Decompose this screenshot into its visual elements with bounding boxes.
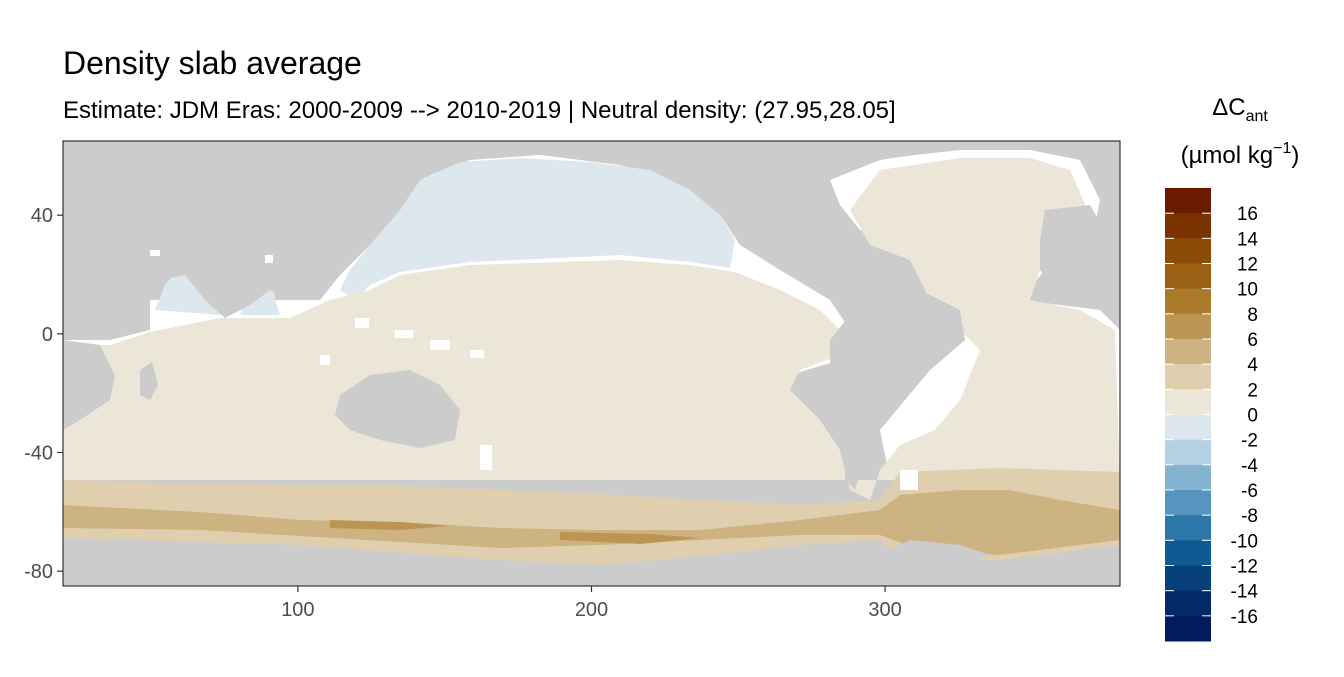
legend-bin bbox=[1165, 389, 1211, 415]
legend-units-main: (µmol kg bbox=[1181, 142, 1274, 169]
x-tick-label: 300 bbox=[868, 599, 901, 621]
legend-bin bbox=[1165, 515, 1211, 541]
legend-bin bbox=[1165, 188, 1211, 214]
madagascar-land bbox=[140, 362, 158, 400]
legend-bin bbox=[1165, 464, 1211, 491]
legend-bin bbox=[1165, 590, 1211, 617]
legend-label: -2 bbox=[1241, 431, 1258, 452]
legend-labels: 16 14 12 10 8 6 4 2 0 -2 -4 -6 -8 -10 -12 -14 -16 bbox=[1165, 204, 1258, 628]
legend-bin bbox=[1165, 263, 1211, 290]
legend-units-sup: −1 bbox=[1273, 140, 1291, 157]
legend-bin bbox=[1165, 439, 1211, 466]
antarctic-peninsula-land bbox=[880, 540, 990, 565]
legend-label: 8 bbox=[1247, 305, 1258, 326]
legend-bin bbox=[1165, 288, 1211, 315]
legend-label: -4 bbox=[1241, 456, 1258, 477]
eurasia-africa-land bbox=[63, 141, 410, 330]
legend-label: 16 bbox=[1237, 204, 1258, 225]
legend-label: 14 bbox=[1237, 229, 1259, 250]
slab-field-low bbox=[63, 158, 1120, 500]
legend-label: -8 bbox=[1241, 506, 1258, 527]
y-tick-label: 40 bbox=[31, 205, 53, 227]
legend-units: (µmol kg−1) bbox=[1181, 140, 1300, 169]
legend-label: 0 bbox=[1247, 406, 1258, 427]
legend-title: ΔCant bbox=[1212, 94, 1268, 125]
legend-label: -10 bbox=[1231, 531, 1258, 552]
legend-label: 6 bbox=[1247, 330, 1258, 351]
north-america-land bbox=[740, 141, 1120, 300]
legend-bin bbox=[1165, 565, 1211, 592]
y-tick-label: 0 bbox=[42, 324, 53, 346]
australia-land bbox=[335, 370, 460, 448]
legend-label: 4 bbox=[1247, 355, 1258, 376]
legend-title-main: ΔC bbox=[1212, 94, 1245, 121]
legend-label: -16 bbox=[1231, 607, 1258, 628]
y-tick-label: -80 bbox=[24, 561, 53, 583]
legend-units-close: ) bbox=[1291, 142, 1299, 169]
island-fragments bbox=[150, 250, 918, 490]
africa-south-land bbox=[63, 340, 115, 430]
plot-subtitle: Estimate: JDM Eras: 2000-2009 --> 2010-2… bbox=[63, 97, 896, 124]
x-tick-label: 100 bbox=[281, 599, 314, 621]
x-axis: 100 200 300 bbox=[281, 586, 902, 621]
legend-label: -6 bbox=[1241, 481, 1258, 502]
y-tick-label: -40 bbox=[24, 443, 53, 465]
slab-field-mid bbox=[63, 468, 1120, 565]
legend-bin bbox=[1165, 313, 1211, 340]
y-axis: 40 0 -40 -80 bbox=[24, 205, 63, 583]
legend-bin bbox=[1165, 339, 1211, 365]
legend: ΔCant (µmol kg−1) 16 14 12 10 8 6 4 2 0 -2 -4 -6 -8 -… bbox=[1165, 94, 1299, 642]
legend-bin bbox=[1165, 213, 1211, 239]
south-america-land bbox=[830, 290, 965, 490]
antarctica-land bbox=[63, 552, 1120, 586]
legend-bin bbox=[1165, 490, 1211, 516]
plot-title: Density slab average bbox=[63, 45, 362, 81]
legend-bin bbox=[1165, 238, 1211, 264]
legend-bin bbox=[1165, 540, 1211, 566]
legend-bin bbox=[1165, 414, 1211, 441]
legend-label: 10 bbox=[1237, 280, 1258, 301]
legend-label: 2 bbox=[1247, 380, 1258, 401]
europe-west-land bbox=[1040, 205, 1120, 305]
legend-colorbar bbox=[1165, 188, 1211, 642]
legend-label: -12 bbox=[1231, 557, 1258, 578]
land-masses bbox=[63, 141, 1120, 586]
legend-bin bbox=[1165, 364, 1211, 390]
legend-bin bbox=[1165, 615, 1211, 642]
map-panel bbox=[63, 141, 1120, 586]
x-tick-label: 200 bbox=[575, 599, 608, 621]
legend-label: 12 bbox=[1237, 255, 1258, 276]
legend-title-sub: ant bbox=[1246, 108, 1269, 125]
legend-label: -14 bbox=[1231, 582, 1259, 603]
